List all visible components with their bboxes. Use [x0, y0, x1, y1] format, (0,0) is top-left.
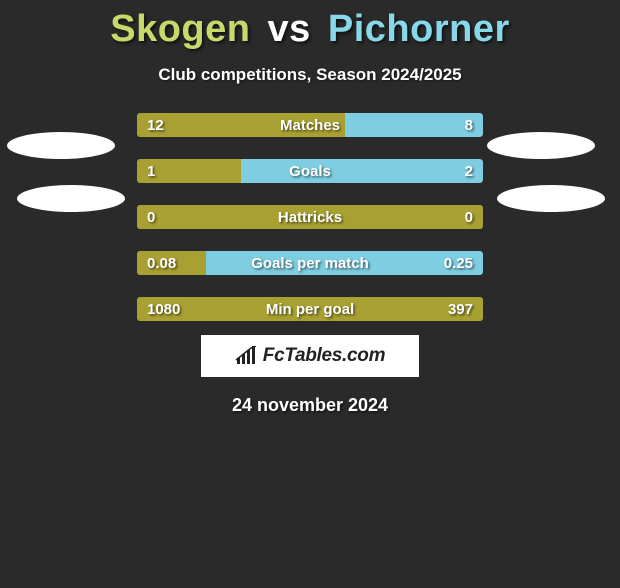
- stat-metric-label: Hattricks: [137, 205, 483, 229]
- stat-metric-label: Goals: [137, 159, 483, 183]
- logo-text: FcTables.com: [263, 345, 385, 367]
- stat-row: 00Hattricks: [137, 205, 483, 229]
- stat-row: 1080397Min per goal: [137, 297, 483, 321]
- stat-metric-label: Matches: [137, 113, 483, 137]
- comparison-chart: 128Matches 12Goals 00Hattricks 0.080.25Goal…: [137, 113, 483, 321]
- title-vs: vs: [268, 8, 311, 50]
- avatar-p1-bottom: [17, 185, 125, 212]
- page-title: Skogen vs Pichorner: [0, 8, 620, 51]
- stat-metric-label: Goals per match: [137, 251, 483, 275]
- title-player2: Pichorner: [328, 8, 510, 50]
- avatar-p2-bottom: [497, 185, 605, 212]
- stat-row: 128Matches: [137, 113, 483, 137]
- chart-icon: [235, 346, 259, 366]
- logo-box: FcTables.com: [201, 335, 419, 377]
- title-player1: Skogen: [110, 8, 250, 50]
- subtitle: Club competitions, Season 2024/2025: [0, 65, 620, 85]
- avatar-p1-top: [7, 132, 115, 159]
- stat-row: 12Goals: [137, 159, 483, 183]
- avatar-p2-top: [487, 132, 595, 159]
- stat-row: 0.080.25Goals per match: [137, 251, 483, 275]
- date-text: 24 november 2024: [0, 395, 620, 416]
- stat-metric-label: Min per goal: [137, 297, 483, 321]
